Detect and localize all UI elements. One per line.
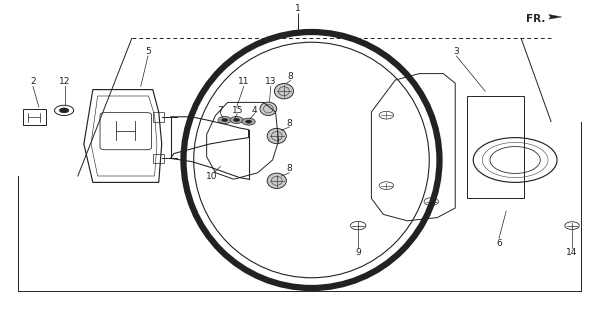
Text: 12: 12 — [59, 77, 70, 86]
Ellipse shape — [267, 128, 286, 144]
Text: 5: 5 — [145, 47, 151, 56]
Text: 11: 11 — [238, 77, 250, 86]
Text: 14: 14 — [567, 248, 577, 257]
Text: 8: 8 — [286, 119, 292, 128]
Circle shape — [246, 120, 252, 123]
Ellipse shape — [260, 102, 277, 116]
Text: 2: 2 — [30, 77, 36, 86]
Circle shape — [59, 108, 69, 113]
Circle shape — [230, 116, 243, 124]
Text: 9: 9 — [355, 248, 361, 257]
Text: FR.: FR. — [526, 14, 545, 24]
Text: 10: 10 — [205, 172, 217, 180]
Text: 8: 8 — [286, 164, 292, 173]
Text: 13: 13 — [265, 77, 277, 86]
Text: 6: 6 — [496, 239, 502, 248]
Text: 1: 1 — [295, 4, 301, 12]
Circle shape — [234, 118, 240, 122]
Ellipse shape — [274, 84, 294, 99]
Text: 3: 3 — [453, 47, 459, 56]
Text: 15: 15 — [231, 106, 243, 115]
Text: 8: 8 — [288, 72, 294, 81]
Circle shape — [218, 116, 231, 124]
Text: 7: 7 — [217, 106, 223, 115]
Ellipse shape — [267, 173, 286, 188]
Circle shape — [222, 118, 228, 122]
Text: 4: 4 — [252, 106, 258, 115]
Polygon shape — [549, 14, 562, 19]
Circle shape — [242, 118, 255, 125]
